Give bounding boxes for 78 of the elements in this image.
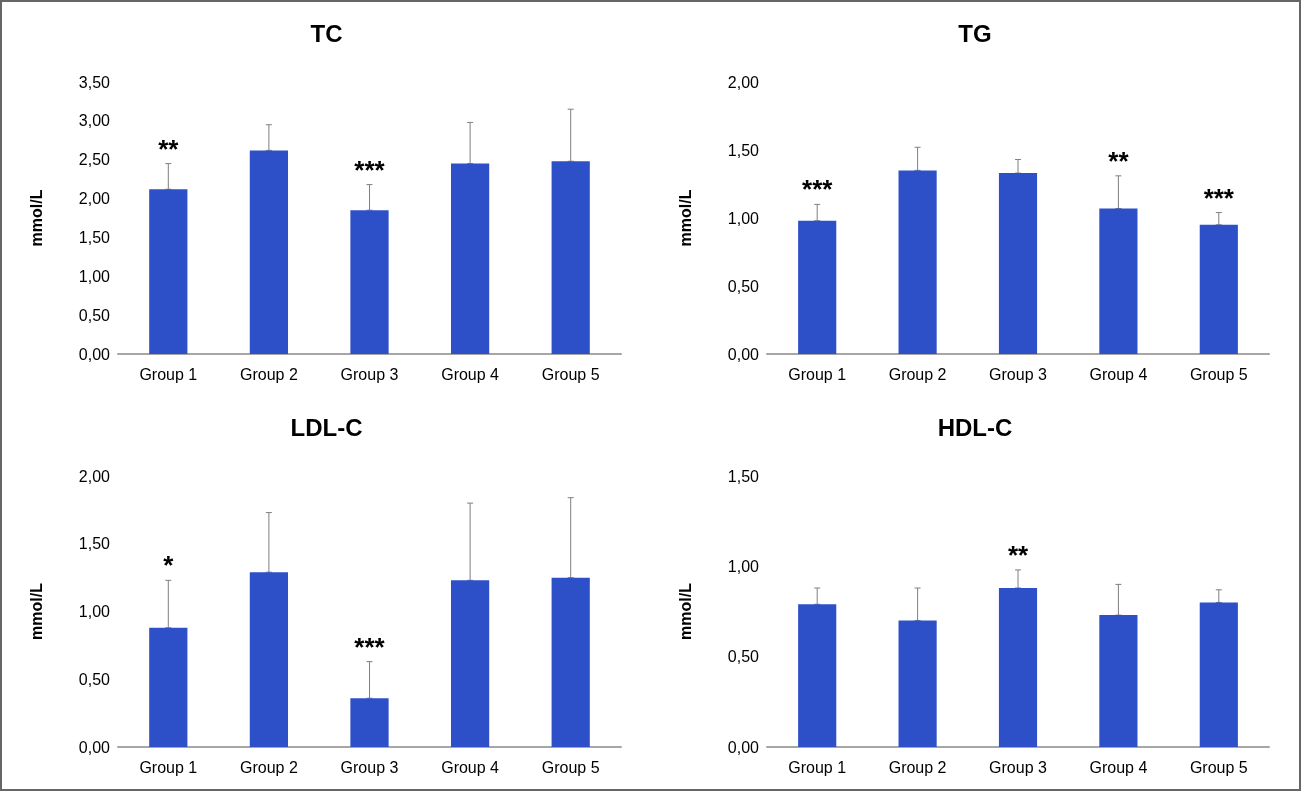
annotation: ** [158, 133, 180, 164]
y-tick-label: 2,50 [78, 151, 111, 169]
annotation: ** [1108, 145, 1130, 176]
chart-title: LDL-C [290, 413, 363, 441]
bar [149, 627, 188, 747]
annotation: *** [354, 154, 386, 185]
chart-title: HDL-C [937, 413, 1013, 441]
y-tick-label: 1,50 [78, 535, 111, 553]
bar [450, 163, 490, 354]
y-tick-label: 0,00 [78, 738, 111, 756]
y-tick-label: 0,50 [727, 277, 760, 295]
y-tick-label: 3,00 [78, 112, 111, 130]
x-tick-label: Group 2 [888, 365, 947, 383]
y-axis-title: mmol/L [27, 189, 45, 247]
y-tick-label: 1,00 [727, 209, 760, 227]
x-tick-label: Group 5 [541, 758, 600, 776]
bar [898, 620, 937, 747]
x-tick-label: Group 4 [1089, 758, 1148, 776]
y-tick-label: 2,00 [727, 73, 760, 91]
y-tick-label: 1,50 [727, 141, 760, 159]
y-tick-label: 1,00 [727, 557, 760, 575]
y-tick-label: 0,50 [727, 648, 760, 666]
x-tick-label: Group 3 [989, 758, 1048, 776]
bar [1199, 224, 1238, 354]
bar [798, 220, 837, 354]
chart-title: TG [958, 19, 992, 47]
y-tick-label: 0,00 [727, 345, 760, 363]
y-tick-label: 0,50 [78, 306, 111, 324]
x-tick-label: Group 3 [989, 365, 1048, 383]
bar [350, 210, 389, 354]
bar [898, 170, 937, 354]
annotation: ** [1007, 539, 1029, 570]
bar [998, 588, 1038, 747]
bar [350, 698, 389, 747]
annotation: *** [354, 631, 386, 662]
bar [1099, 615, 1138, 747]
y-tick-label: 3,50 [78, 73, 111, 91]
y-tick-label: 2,00 [78, 467, 111, 485]
y-tick-label: 1,50 [727, 467, 760, 485]
x-tick-label: Group 5 [541, 365, 600, 383]
x-tick-label: Group 3 [340, 758, 399, 776]
chart-title: TC [310, 19, 343, 47]
bar [1099, 208, 1138, 354]
y-tick-label: 0,00 [727, 738, 760, 756]
x-tick-label: Group 5 [1189, 758, 1248, 776]
bar [798, 604, 837, 747]
x-tick-label: Group 1 [788, 758, 847, 776]
y-tick-label: 2,00 [78, 190, 111, 208]
annotation: *** [802, 174, 834, 205]
x-tick-label: Group 1 [788, 365, 847, 383]
bar [551, 161, 590, 354]
y-axis-title: mmol/L [676, 582, 694, 640]
x-tick-label: Group 2 [239, 365, 298, 383]
x-tick-label: Group 3 [340, 365, 399, 383]
bar [450, 580, 490, 747]
y-tick-label: 0,50 [78, 670, 111, 688]
x-tick-label: Group 2 [239, 758, 298, 776]
x-tick-label: Group 1 [139, 365, 198, 383]
y-tick-label: 0,00 [78, 345, 111, 363]
y-tick-label: 1,50 [78, 228, 111, 246]
x-tick-label: Group 5 [1189, 365, 1248, 383]
y-tick-label: 1,00 [78, 267, 111, 285]
bar [149, 189, 188, 354]
y-tick-label: 1,00 [78, 603, 111, 620]
bar [249, 150, 289, 354]
x-tick-label: Group 4 [441, 758, 500, 776]
x-tick-label: Group 4 [441, 365, 500, 383]
x-tick-label: Group 4 [1089, 365, 1148, 383]
y-axis-title: mmol/L [27, 582, 45, 640]
bar [1199, 602, 1238, 747]
annotation: *** [1203, 182, 1235, 213]
x-tick-label: Group 2 [888, 758, 947, 776]
bar [249, 572, 289, 747]
bar [998, 173, 1038, 354]
bar [551, 577, 590, 747]
x-tick-label: Group 1 [139, 758, 198, 776]
y-axis-title: mmol/L [676, 189, 694, 247]
annotation: * [163, 550, 175, 581]
